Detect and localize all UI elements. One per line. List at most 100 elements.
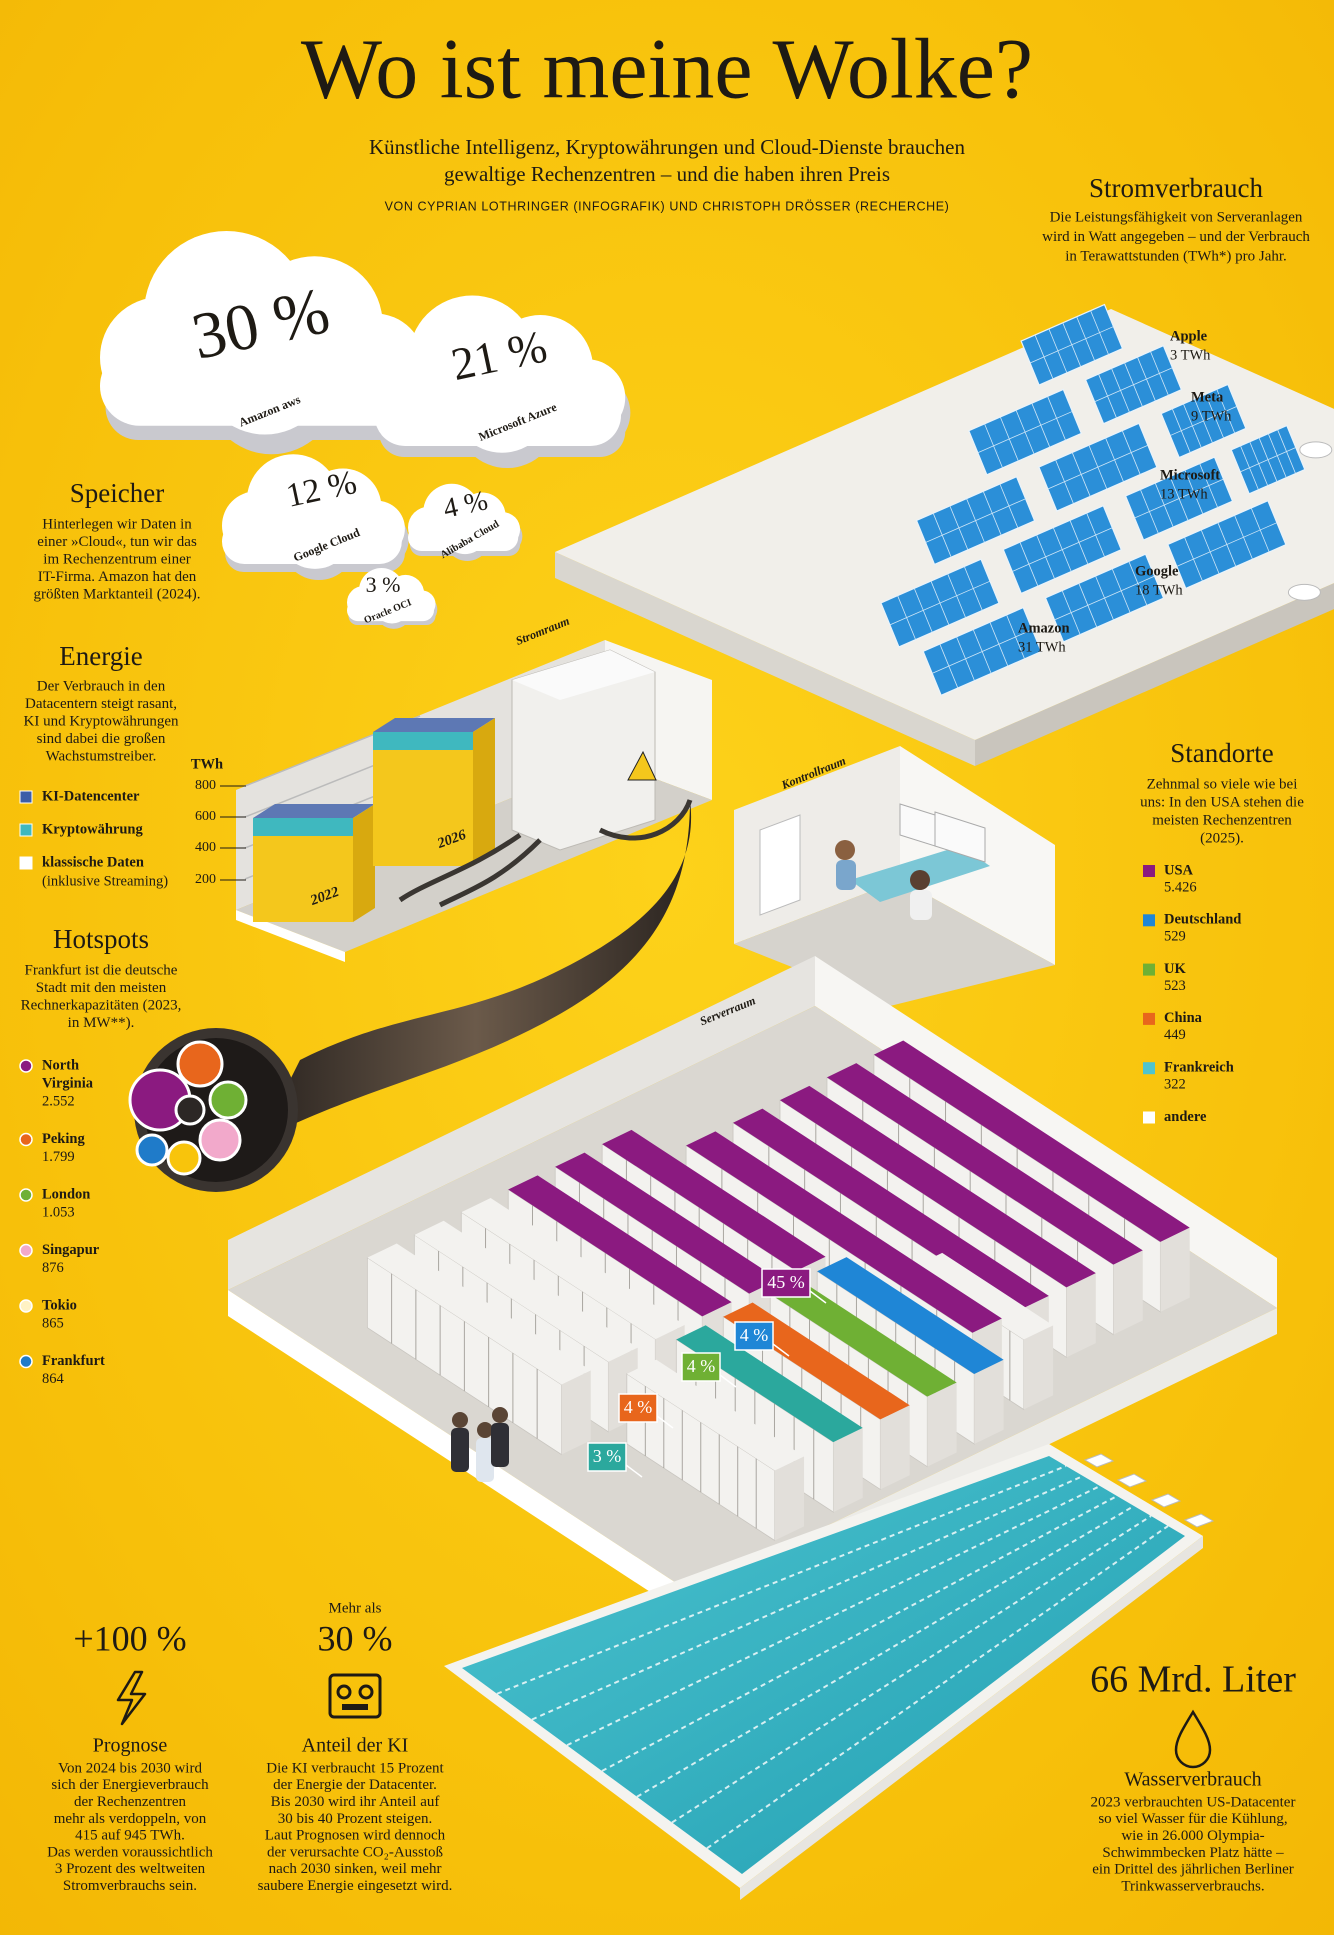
person: [910, 870, 930, 890]
server-rack: [561, 1370, 591, 1455]
cloud-body: [222, 519, 402, 564]
rack-top: [508, 1175, 732, 1317]
server-rack: [1113, 1250, 1143, 1335]
section-heading: Prognose: [93, 1735, 168, 1757]
rack-top: [826, 1063, 1143, 1265]
legend-label: klassische Daten: [42, 854, 144, 870]
section-text: Der Verbrauch in den: [37, 678, 166, 694]
legend-swatch: [19, 790, 33, 804]
panel-grid: [977, 411, 1073, 454]
section-text: wie in 26.000 Olympia-: [1121, 1828, 1264, 1844]
legend-swatch: [19, 856, 33, 870]
share-pointer: [772, 1343, 790, 1357]
server-rack: [833, 1427, 863, 1513]
section-text: 3 Prozent des weltweiten: [55, 1861, 206, 1877]
server-rack: [974, 1359, 1004, 1444]
panel-grid: [1240, 447, 1296, 473]
share-pointer: [656, 1415, 674, 1429]
legend-dot: [19, 1354, 33, 1369]
section-text: IT-Firma. Amazon hat den: [38, 569, 197, 585]
server-rack: [927, 1382, 957, 1467]
server-share: 4 %: [740, 1325, 769, 1345]
pool-lane: [706, 1525, 1169, 1850]
share-box: [681, 1352, 721, 1382]
pool-lane: [531, 1475, 1084, 1721]
cable-core: [135, 1133, 169, 1167]
tick-label: 600: [195, 809, 216, 824]
section-text: Von 2024 bis 2030 wird: [58, 1760, 202, 1776]
section-text: der Rechenzentren: [74, 1794, 187, 1810]
person: [491, 1423, 509, 1467]
rack-top: [686, 1131, 1002, 1333]
section-text: Trinkwasserverbrauchs.: [1121, 1878, 1264, 1894]
section-text: in Terawattstunden (TWh*) pro Jahr.: [1065, 248, 1287, 264]
energy-block-2022: [353, 804, 375, 922]
panel-grid: [1012, 527, 1113, 572]
company-name: Google: [1135, 563, 1179, 579]
rack-top: [461, 1198, 685, 1340]
transformer-top: [512, 650, 655, 700]
section-text: 2023 verbrauchten US-Datacenter: [1091, 1794, 1296, 1810]
section-text: Stromverbrauchs sein.: [63, 1878, 197, 1894]
stat-value: 66 Mrd. Liter: [1090, 1659, 1296, 1701]
server-rack: [1160, 1227, 1190, 1312]
panel-grid: [1047, 444, 1149, 490]
server-rack: [880, 1405, 910, 1490]
section-text: Schwimmbecken Platz hätte –: [1102, 1845, 1284, 1861]
monitor: [899, 803, 936, 847]
tick-label: 800: [195, 778, 216, 793]
pool-water: [462, 1456, 1185, 1874]
location-value: 322: [1164, 1077, 1186, 1093]
section-text: Das werden voraussichtlich: [47, 1844, 213, 1860]
section-heading: Energie: [59, 641, 142, 671]
hotspot-value: 865: [42, 1315, 64, 1331]
hotspot-name: Peking: [42, 1131, 85, 1147]
section-text: 30 bis 40 Prozent steigen.: [278, 1811, 433, 1827]
legend-dot: [19, 1188, 33, 1202]
cable-core: [166, 1140, 202, 1176]
section-text: 415 auf 945 TWh.: [75, 1828, 185, 1844]
rack-top: [676, 1325, 863, 1443]
rack-top: [414, 1220, 638, 1362]
section-text: im Rechenzentrum einer: [43, 551, 190, 567]
company-usage: 31 TWh: [1018, 639, 1066, 655]
hotspot-name: Frankfurt: [42, 1353, 105, 1369]
section-text: sind dabei die großen: [37, 731, 166, 747]
hotspot-value: 1.053: [42, 1204, 75, 1220]
location-name: China: [1164, 1010, 1203, 1026]
icon-robot: [342, 1704, 368, 1710]
company-name: Meta: [1191, 389, 1224, 405]
server-share: 45 %: [767, 1272, 805, 1292]
cable-core: [176, 1040, 224, 1088]
icon-robot: [328, 1673, 382, 1719]
section-text: KI und Kryptowährungen: [24, 713, 179, 729]
server-share: 4 %: [624, 1397, 653, 1417]
section-text: Bis 2030 wird ihr Anteil auf: [271, 1794, 440, 1810]
server-share: 3 %: [593, 1446, 622, 1466]
section-text: Laut Prognosen wird dennoch: [265, 1828, 446, 1844]
location-name: USA: [1164, 862, 1194, 878]
cloud-body: [374, 384, 621, 446]
hotspot-name: Singapur: [42, 1242, 100, 1258]
section-text: in MW**).: [68, 1015, 135, 1031]
location-value: 5.426: [1164, 879, 1197, 895]
panel-grid: [889, 580, 991, 626]
server-rack: [774, 1456, 805, 1541]
rack-top: [912, 1252, 1054, 1340]
power-room-edge: [236, 910, 345, 962]
section-text: so viel Wasser für die Kühlung,: [1098, 1811, 1287, 1827]
cable-core: [208, 1080, 248, 1120]
energy-block-2022: [253, 804, 375, 818]
rack-top: [817, 1257, 1004, 1374]
location-value: 523: [1164, 978, 1186, 994]
company-name: Microsoft: [1160, 467, 1220, 483]
hotspot-name: Tokio: [42, 1297, 77, 1313]
energy-block-2026: [373, 718, 495, 732]
main-cable: [260, 800, 692, 1140]
cloud: [222, 454, 409, 581]
cable-core: [198, 1118, 242, 1162]
server-rack: [1066, 1273, 1096, 1358]
section-heading: Anteil der KI: [302, 1735, 409, 1757]
location-name: UK: [1164, 961, 1186, 977]
